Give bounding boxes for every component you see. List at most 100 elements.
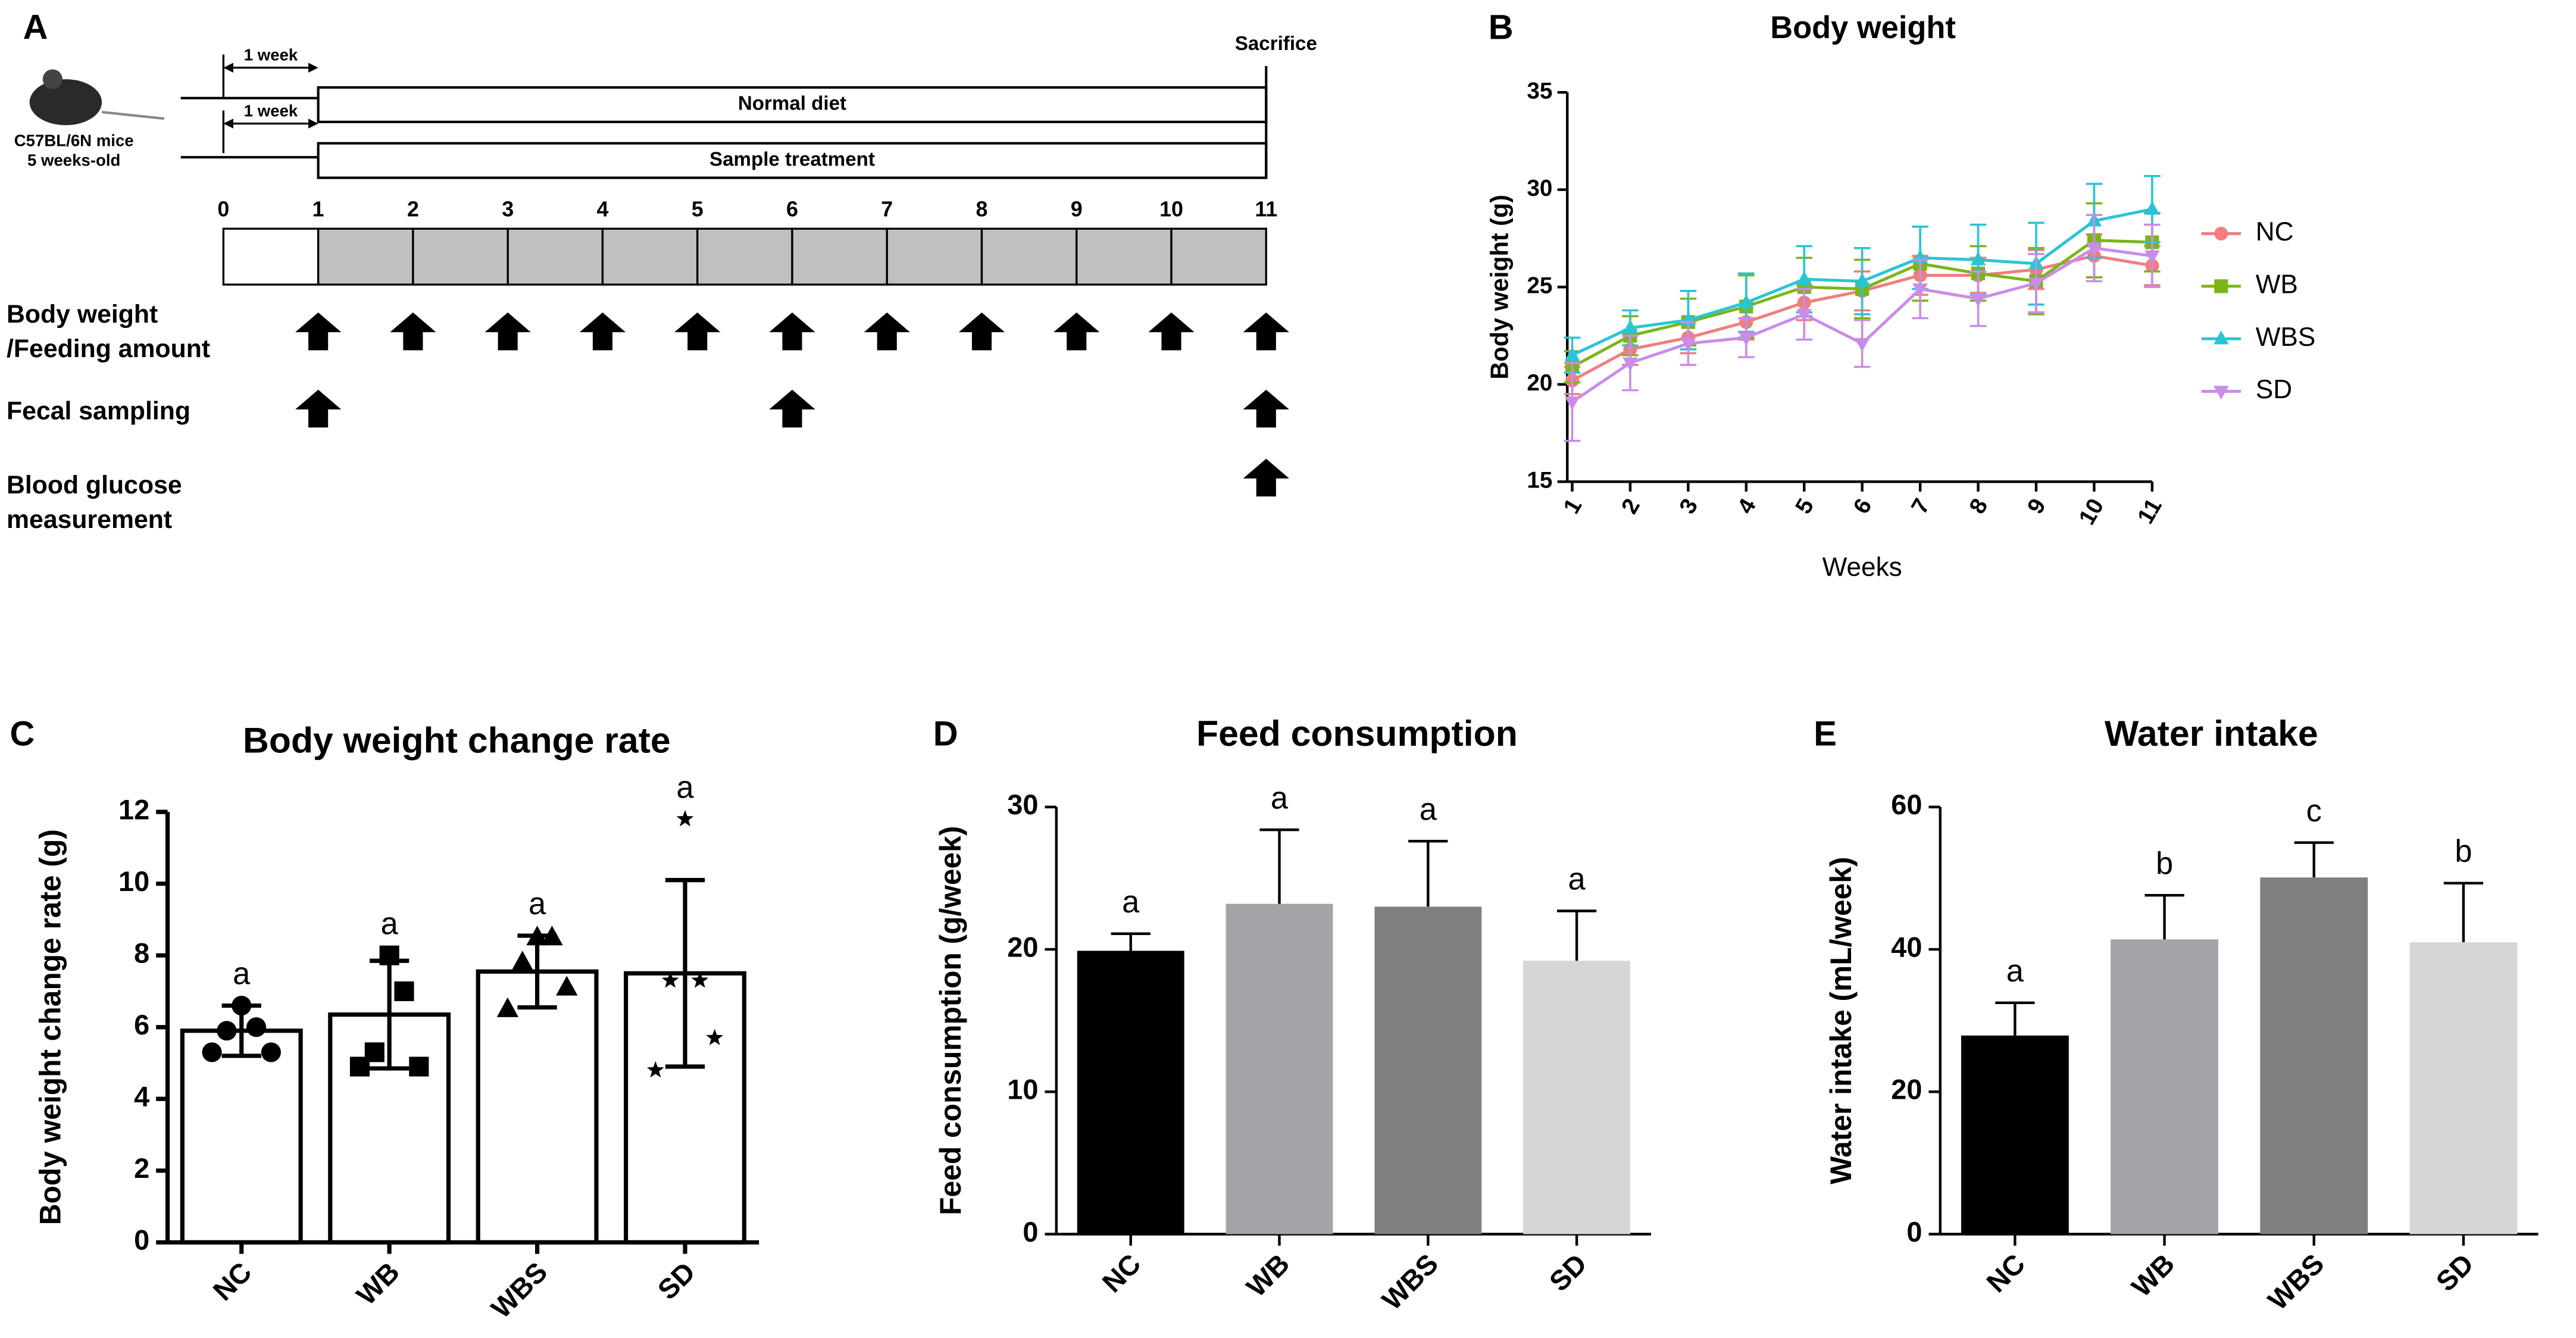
- error-bar: [2443, 881, 2484, 943]
- y-tick-label: 30: [1007, 789, 1038, 820]
- week-number: 2: [407, 197, 419, 221]
- legend-label: WBS: [2256, 323, 2316, 352]
- week-span-label: 1 week: [244, 102, 298, 120]
- bar: [1374, 906, 1482, 1234]
- marker: [379, 945, 399, 965]
- y-axis-label: Water intake (mL/week): [1824, 857, 1858, 1184]
- y-tick-label: 6: [134, 1009, 149, 1040]
- y-axis-label: Body weight (g): [1486, 195, 1514, 379]
- y-tick-label: 15: [1527, 468, 1552, 493]
- y-tick-label: 40: [1891, 931, 1922, 962]
- marker: [556, 976, 578, 996]
- y-axis-label: Feed consumption (g/week): [934, 826, 967, 1215]
- marker: [2214, 279, 2228, 293]
- week-number: 7: [881, 197, 893, 221]
- significance-letter: a: [233, 957, 251, 992]
- marker: [2214, 226, 2228, 241]
- y-tick-label: 8: [134, 938, 149, 969]
- week-cell: [412, 227, 509, 286]
- error-bar: [2144, 893, 2184, 940]
- x-tick-label: 8: [1964, 495, 1993, 518]
- marker: [541, 926, 563, 946]
- week-number: 10: [1159, 197, 1183, 221]
- x-tick-label: WB: [2125, 1248, 2180, 1303]
- y-tick-label: 10: [118, 866, 149, 897]
- legend-label: WB: [2256, 270, 2298, 299]
- marker: [1854, 273, 1870, 287]
- marker: [2214, 330, 2229, 345]
- error-bar: [665, 878, 705, 1069]
- sampling-arrow: [1243, 458, 1289, 497]
- y-tick-label: 0: [134, 1225, 149, 1256]
- significance-letter: a: [1122, 885, 1140, 920]
- x-tick-label: 1: [1558, 495, 1587, 518]
- x-tick-label: 6: [1849, 495, 1877, 518]
- marker: [2214, 386, 2229, 400]
- sampling-arrow: [295, 389, 342, 428]
- panel-label: A: [23, 9, 48, 47]
- week-cell: [696, 227, 793, 286]
- error-bar: [1995, 1001, 2035, 1036]
- row-label: Fecal sampling: [7, 397, 190, 426]
- week-number: 5: [692, 197, 704, 221]
- week-number: 1: [312, 197, 324, 221]
- sampling-arrow: [1053, 312, 1100, 351]
- bar: [2111, 939, 2218, 1234]
- x-tick-label: 5: [1790, 495, 1819, 518]
- bar: [1523, 961, 1631, 1234]
- marker: [526, 926, 548, 946]
- period-bar-label: Normal diet: [738, 93, 846, 115]
- y-tick-label: 60: [1891, 789, 1922, 820]
- panel-label: C: [10, 715, 35, 753]
- legend-label: NC: [2256, 217, 2294, 246]
- marker: [409, 1056, 429, 1077]
- marker: [676, 810, 694, 827]
- period-bar-label: Sample treatment: [709, 148, 875, 170]
- marker: [349, 1056, 370, 1077]
- y-tick-label: 0: [1906, 1217, 1922, 1248]
- x-tick-label: 10: [2074, 495, 2109, 530]
- y-tick-label: 35: [1527, 78, 1552, 104]
- y-tick-label: 20: [1007, 931, 1038, 962]
- marker: [661, 971, 679, 988]
- y-tick-label: 20: [1891, 1074, 1922, 1105]
- error-bar: [1556, 909, 1597, 961]
- significance-letter: a: [1271, 781, 1289, 815]
- week-number: 3: [502, 197, 514, 221]
- sampling-arrow: [1243, 312, 1289, 351]
- y-tick-label: 30: [1527, 176, 1552, 201]
- y-tick-label: 0: [1023, 1217, 1038, 1248]
- significance-letter: c: [2306, 794, 2322, 829]
- week-number: 9: [1071, 197, 1083, 221]
- marker: [2144, 201, 2160, 215]
- marker: [1796, 271, 1812, 285]
- week-cell: [507, 227, 604, 286]
- sampling-arrow: [864, 312, 910, 351]
- bar: [180, 1028, 303, 1245]
- panel-label: D: [933, 715, 958, 753]
- error-bar: [1111, 932, 1151, 951]
- marker: [706, 1028, 724, 1046]
- week-cell: [886, 227, 983, 286]
- row-label: measurement: [7, 505, 172, 534]
- marker: [246, 1017, 267, 1037]
- period-bar: [317, 142, 1268, 179]
- week-cell: [601, 227, 699, 286]
- marker: [1739, 294, 1754, 308]
- y-tick-label: 12: [118, 795, 149, 826]
- week-number: 6: [786, 197, 798, 221]
- sampling-arrow: [958, 312, 1005, 351]
- week-number: 11: [1255, 197, 1277, 221]
- week-cell: [980, 227, 1078, 286]
- sampling-arrow: [769, 389, 815, 428]
- mouse-tail: [101, 111, 165, 120]
- error-bar: [2294, 841, 2334, 878]
- week-cell: [222, 227, 320, 286]
- marker: [646, 1061, 664, 1078]
- y-axis-label: Body weight change rate (g): [33, 829, 67, 1225]
- marker: [1680, 337, 1696, 352]
- x-tick-label: NC: [1981, 1248, 2031, 1299]
- row-label: Blood glucose: [7, 471, 182, 499]
- marker: [2086, 242, 2102, 257]
